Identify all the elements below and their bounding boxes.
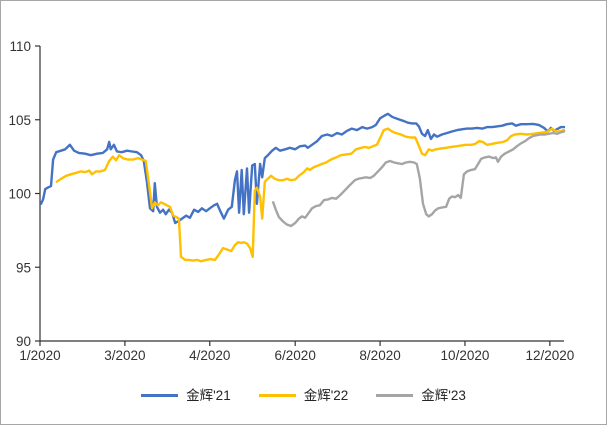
legend-swatch xyxy=(258,394,296,398)
y-tick-label: 105 xyxy=(8,113,31,128)
legend-swatch xyxy=(376,394,414,398)
legend-item-jinhui-23: 金辉'23 xyxy=(376,389,466,403)
x-tick-label: 10/2020 xyxy=(441,348,490,363)
legend-label: 金辉'21 xyxy=(186,388,231,403)
y-tick-label: 95 xyxy=(16,260,31,275)
series-line-1 xyxy=(39,112,566,225)
legend-swatch xyxy=(141,394,179,398)
x-tick-label: 3/2020 xyxy=(104,348,145,363)
x-tick-label: 1/2020 xyxy=(19,348,60,363)
x-tick-label: 6/2020 xyxy=(275,348,316,363)
legend-item-jinhui-21: 金辉'21 xyxy=(141,389,231,403)
series-line-3 xyxy=(272,130,566,228)
x-tick-label: 4/2020 xyxy=(189,348,230,363)
y-tick-label: 110 xyxy=(9,39,31,54)
legend-label: 金辉'22 xyxy=(303,388,349,403)
chart-legend: 金辉'21 金辉'22 金辉'23 xyxy=(1,389,606,403)
series-line-2 xyxy=(55,127,566,263)
x-tick-label: 12/2020 xyxy=(525,348,574,363)
legend-item-jinhui-22: 金辉'22 xyxy=(258,388,349,403)
y-tick-label: 90 xyxy=(16,334,31,349)
y-tick-label: 100 xyxy=(8,187,31,202)
legend-label: 金辉'23 xyxy=(421,388,466,403)
x-tick-label: 8/2020 xyxy=(359,348,400,363)
